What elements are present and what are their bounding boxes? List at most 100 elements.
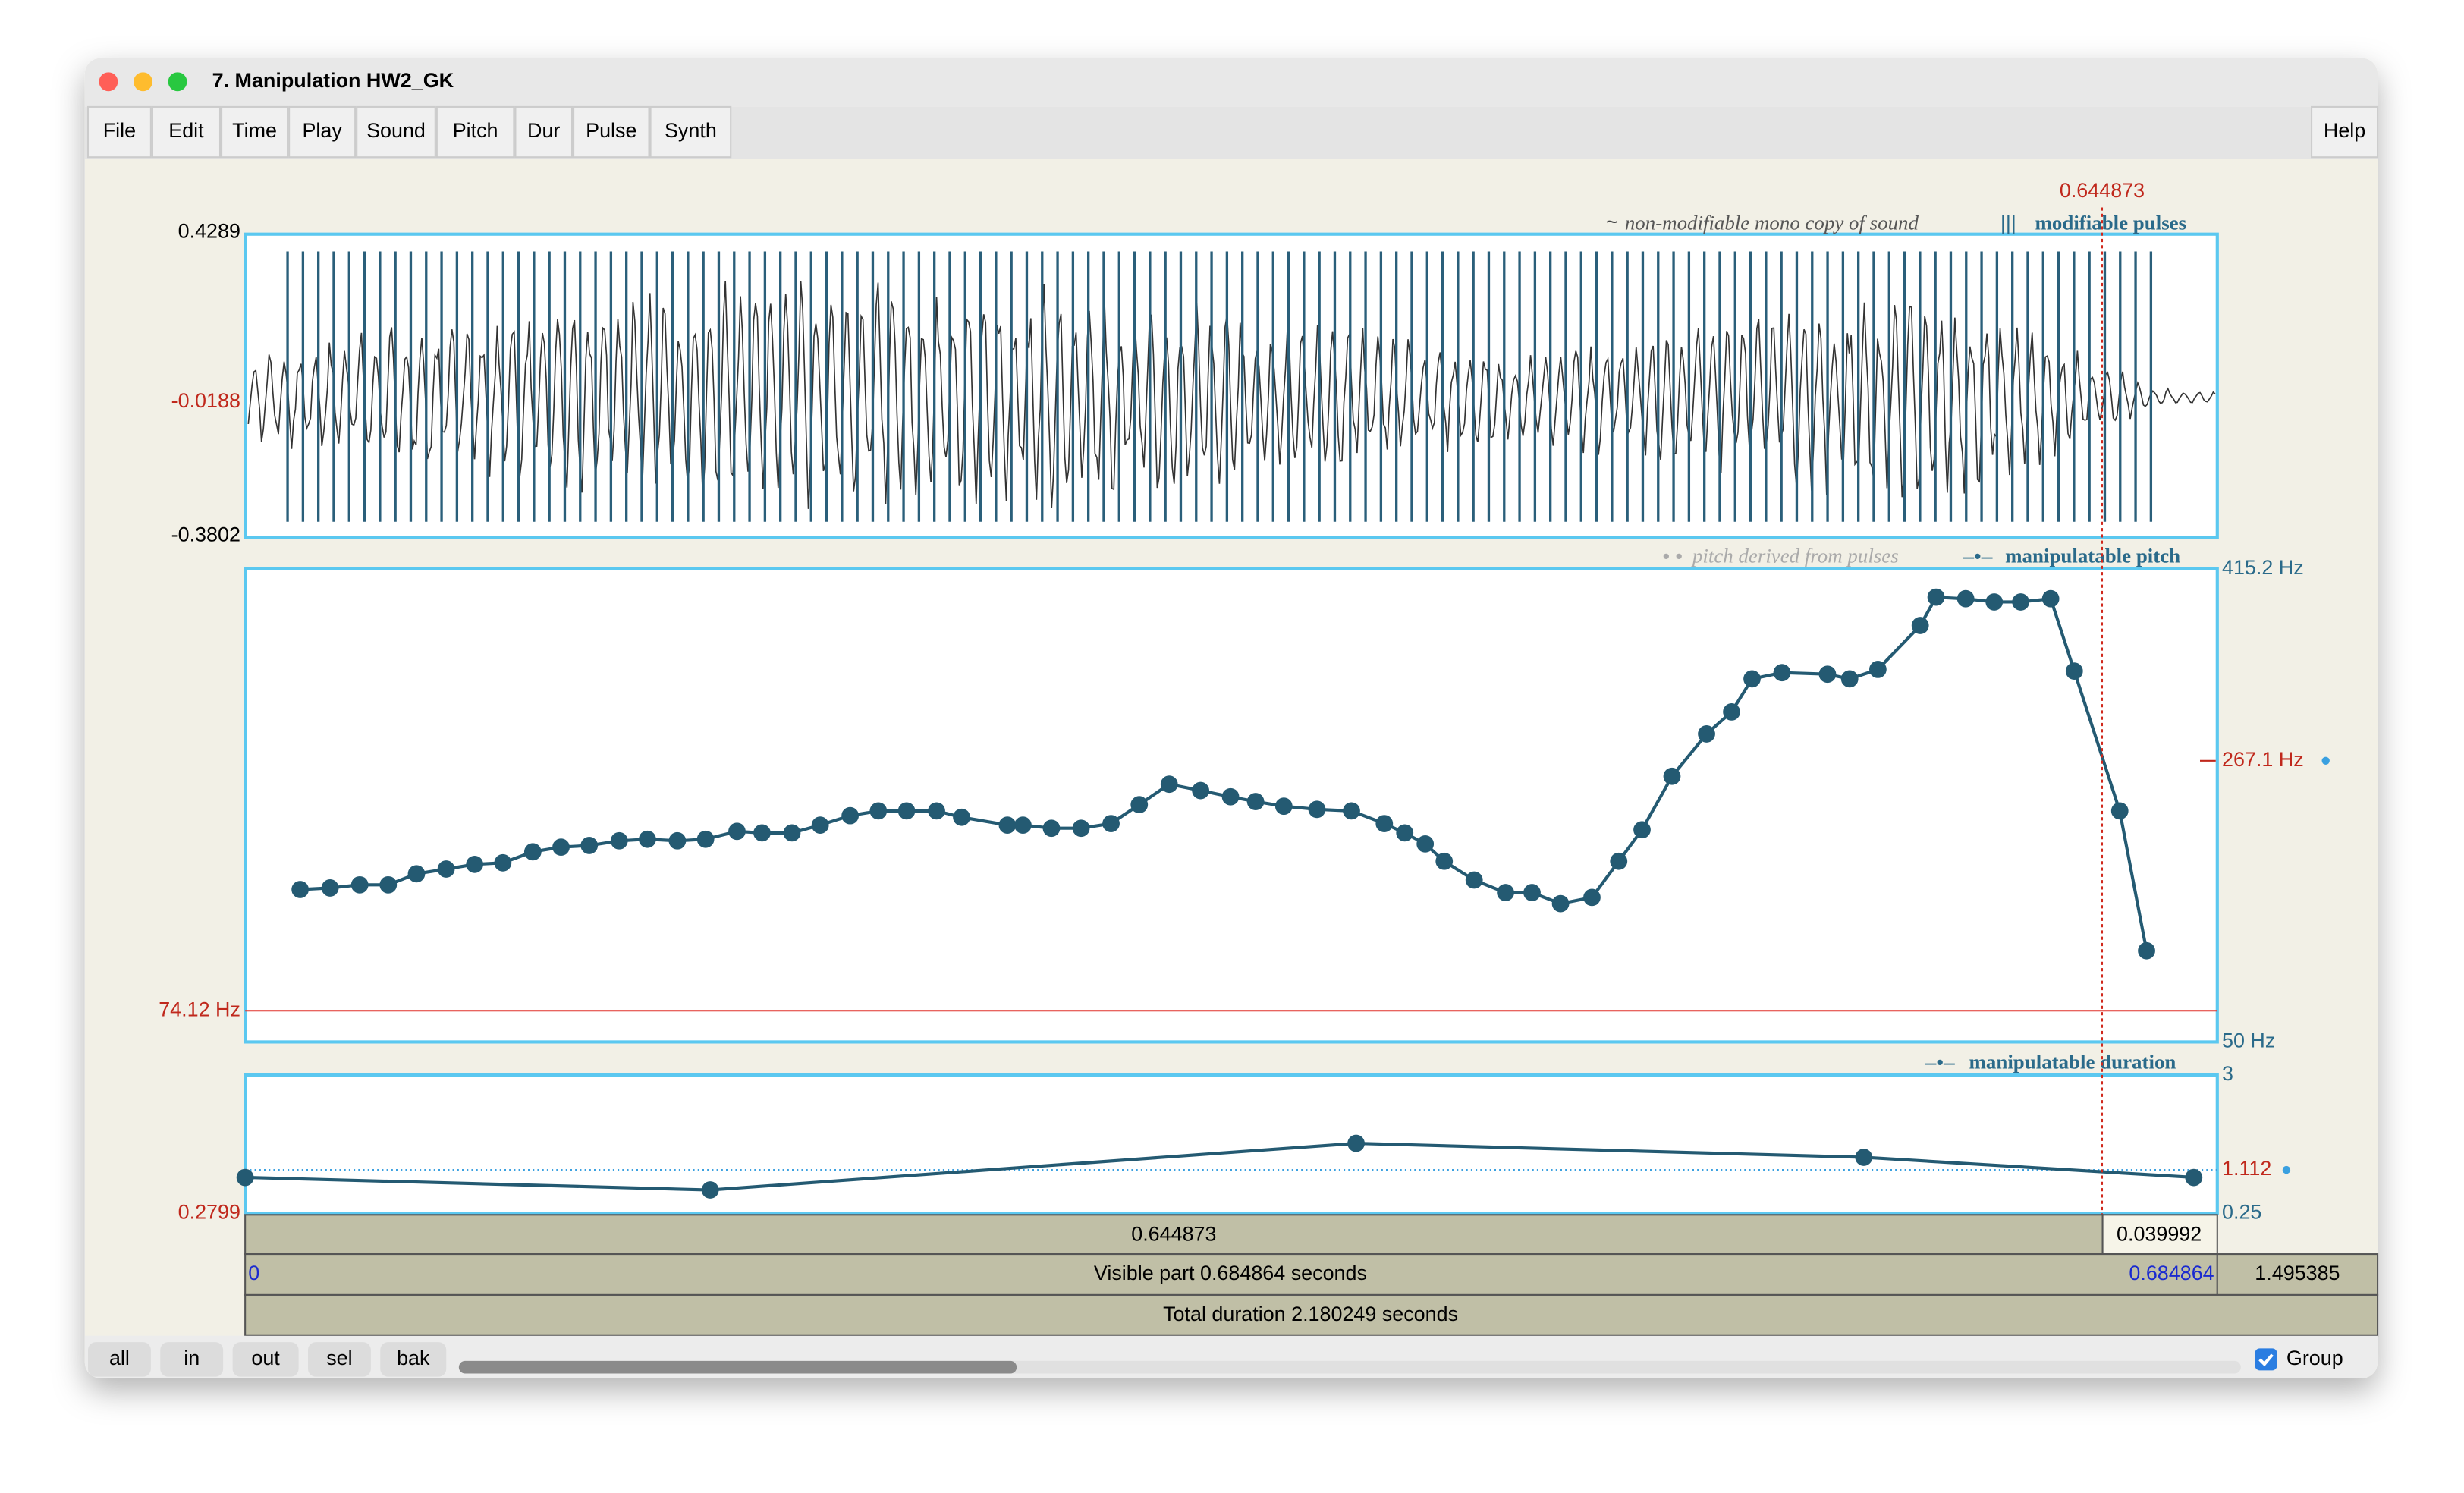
pitch-point[interactable] (897, 802, 916, 820)
menu-item[interactable] (514, 105, 574, 159)
pitch-point[interactable] (1698, 725, 1715, 743)
group-checkbox[interactable] (2255, 1348, 2277, 1371)
menu-item[interactable] (356, 105, 436, 159)
menu-item[interactable] (86, 105, 152, 159)
menu-label[interactable]: Pulse (586, 119, 636, 142)
menu-label[interactable]: Dur (527, 119, 560, 142)
duration-point[interactable] (701, 1181, 719, 1199)
duration-point[interactable] (1347, 1134, 1365, 1152)
after-bar[interactable] (2216, 1253, 2379, 1296)
pitch-point[interactable] (953, 808, 970, 826)
pitch-point[interactable] (2138, 941, 2155, 960)
pitch-point[interactable] (1551, 894, 1570, 913)
menu-label[interactable]: File (103, 119, 136, 142)
menu-item[interactable] (221, 105, 289, 159)
pitch-point[interactable] (1743, 670, 1761, 688)
button[interactable] (232, 1342, 299, 1377)
pitch-point[interactable] (1911, 617, 1929, 634)
pitch-point[interactable] (1985, 593, 2004, 611)
button[interactable] (160, 1342, 224, 1377)
menu-label[interactable]: Edit (168, 119, 204, 142)
pitch-point[interactable] (1773, 664, 1791, 682)
pitch-point[interactable] (998, 816, 1017, 835)
button-label[interactable]: in (184, 1347, 200, 1369)
menu-label[interactable]: Time (232, 119, 277, 142)
pitch-point[interactable] (1246, 793, 1265, 810)
menu-item[interactable] (649, 105, 732, 159)
pitch-point[interactable] (1523, 884, 1541, 901)
cursor-right-bar[interactable] (2101, 1214, 2218, 1256)
button-label[interactable]: bak (397, 1347, 430, 1369)
pitch-point[interactable] (437, 860, 455, 878)
button[interactable] (308, 1342, 371, 1377)
pitch-point[interactable] (753, 824, 771, 842)
pitch-point[interactable] (696, 830, 715, 848)
pitch-point[interactable] (668, 831, 687, 850)
pitch-point[interactable] (1014, 816, 1032, 835)
pitch-point[interactable] (1868, 661, 1887, 678)
pitch-point[interactable] (321, 879, 339, 897)
help-label[interactable]: Help (2324, 119, 2365, 142)
pitch-point[interactable] (1927, 588, 1945, 606)
close-button[interactable] (99, 72, 118, 92)
pitch-point[interactable] (783, 824, 801, 842)
pitch-point[interactable] (869, 802, 888, 820)
pitch-point[interactable] (523, 843, 542, 861)
menu-label[interactable]: Synth (665, 119, 717, 142)
pitch-point[interactable] (1072, 819, 1090, 838)
duration-point[interactable] (1855, 1149, 1873, 1166)
button-label[interactable]: sel (326, 1347, 352, 1369)
pitch-point[interactable] (1274, 797, 1293, 816)
total-bar[interactable] (244, 1293, 2379, 1337)
pitch-point[interactable] (1497, 884, 1514, 901)
pitch-point[interactable] (494, 853, 512, 872)
pitch-point[interactable] (1416, 835, 1435, 853)
pitch-point[interactable] (728, 822, 746, 841)
pitch-point[interactable] (552, 838, 570, 857)
duration-point[interactable] (2185, 1168, 2203, 1187)
pitch-point[interactable] (1343, 802, 1360, 820)
pitch-point[interactable] (1308, 800, 1326, 819)
menu-item[interactable] (573, 105, 650, 159)
visible-bar[interactable] (244, 1253, 2218, 1296)
menu-label[interactable]: Play (302, 119, 342, 142)
pitch-point[interactable] (1956, 589, 1975, 608)
button-label[interactable]: all (109, 1347, 130, 1369)
button[interactable] (88, 1342, 151, 1377)
pitch-point[interactable] (1375, 815, 1394, 832)
pitch-point[interactable] (1663, 767, 1681, 785)
pitch-point[interactable] (1840, 670, 1859, 688)
cursor-left-bar[interactable] (244, 1214, 2104, 1256)
pitch-point[interactable] (1160, 775, 1178, 794)
duration-point[interactable] (236, 1168, 254, 1187)
pitch-point[interactable] (466, 855, 484, 873)
scrollbar-thumb[interactable] (458, 1360, 1017, 1374)
pitch-point[interactable] (841, 806, 860, 825)
pitch-point[interactable] (407, 865, 426, 883)
pitch-point[interactable] (1435, 852, 1454, 870)
pitch-point[interactable] (580, 837, 599, 854)
pitch-point[interactable] (2041, 589, 2060, 608)
pitch-point[interactable] (1130, 796, 1149, 814)
pitch-point[interactable] (639, 830, 656, 848)
button[interactable] (380, 1342, 447, 1377)
menu-label[interactable]: Pitch (453, 119, 498, 142)
pitch-point[interactable] (610, 831, 628, 850)
minimize-button[interactable] (134, 72, 152, 92)
pitch-point[interactable] (1102, 815, 1120, 832)
menu-item[interactable] (288, 105, 357, 159)
pitch-point[interactable] (1723, 703, 1740, 721)
pitch-point[interactable] (2110, 802, 2129, 820)
pitch-point[interactable] (811, 816, 829, 835)
pitch-point[interactable] (1583, 888, 1601, 907)
pitch-point[interactable] (2012, 593, 2030, 611)
pitch-point[interactable] (1042, 819, 1061, 838)
pitch-point[interactable] (350, 875, 369, 894)
button-label[interactable]: out (251, 1347, 280, 1369)
pitch-point[interactable] (2065, 662, 2083, 680)
pitch-point[interactable] (379, 875, 398, 894)
help-menu[interactable] (2311, 105, 2379, 159)
zoom-button[interactable] (168, 72, 187, 92)
pitch-point[interactable] (291, 881, 310, 898)
pitch-point[interactable] (1396, 824, 1414, 842)
